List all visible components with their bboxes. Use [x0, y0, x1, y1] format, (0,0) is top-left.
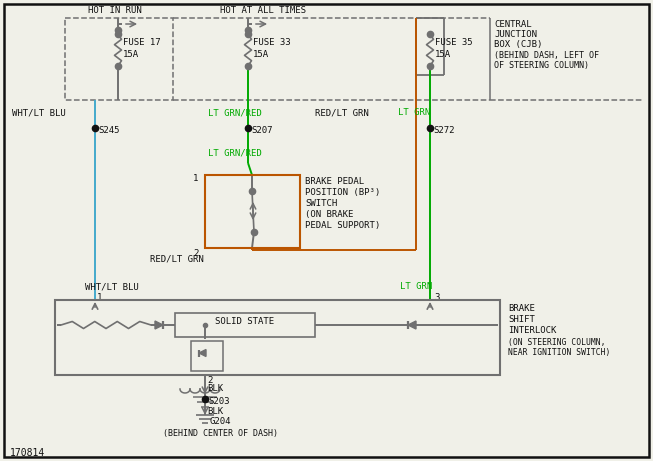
- Text: BLK: BLK: [207, 407, 223, 416]
- Text: SOLID STATE: SOLID STATE: [215, 317, 274, 325]
- Text: 1: 1: [193, 174, 199, 183]
- Text: BRAKE PEDAL: BRAKE PEDAL: [305, 177, 364, 186]
- Text: S272: S272: [433, 126, 454, 135]
- Text: 2: 2: [193, 249, 199, 258]
- Text: BLK: BLK: [207, 384, 223, 393]
- Text: INTERLOCK: INTERLOCK: [508, 326, 556, 335]
- Text: WHT/LT BLU: WHT/LT BLU: [12, 108, 66, 117]
- Text: 2: 2: [207, 376, 212, 385]
- Text: LT GRN: LT GRN: [398, 108, 430, 117]
- Text: 3: 3: [434, 293, 439, 302]
- Text: S207: S207: [251, 126, 272, 135]
- Polygon shape: [408, 321, 416, 329]
- Text: RED/LT GRN: RED/LT GRN: [315, 108, 369, 117]
- Text: (BEHIND DASH, LEFT OF: (BEHIND DASH, LEFT OF: [494, 51, 599, 60]
- Text: FUSE 17: FUSE 17: [123, 38, 161, 47]
- Text: BOX (CJB): BOX (CJB): [494, 40, 543, 49]
- Text: S203: S203: [208, 397, 229, 406]
- Text: (ON BRAKE: (ON BRAKE: [305, 210, 353, 219]
- Text: (ON STEERING COLUMN,: (ON STEERING COLUMN,: [508, 338, 605, 347]
- Text: 15A: 15A: [435, 50, 451, 59]
- Text: 15A: 15A: [123, 50, 139, 59]
- Text: 170814: 170814: [10, 448, 45, 458]
- Text: LT GRN/RED: LT GRN/RED: [208, 108, 262, 117]
- Text: PEDAL SUPPORT): PEDAL SUPPORT): [305, 221, 380, 230]
- Bar: [175, 313, 315, 337]
- Polygon shape: [199, 349, 206, 356]
- Text: FUSE 35: FUSE 35: [435, 38, 473, 47]
- Text: JUNCTION: JUNCTION: [494, 30, 537, 39]
- Bar: [205, 175, 300, 248]
- Text: RED/LT GRN: RED/LT GRN: [150, 254, 204, 263]
- Bar: [191, 341, 223, 371]
- Text: CENTRAL: CENTRAL: [494, 20, 532, 29]
- Text: S245: S245: [98, 126, 119, 135]
- Text: HOT AT ALL TIMES: HOT AT ALL TIMES: [220, 6, 306, 15]
- Text: WHT/LT BLU: WHT/LT BLU: [85, 282, 138, 291]
- Text: LT GRN/RED: LT GRN/RED: [208, 148, 262, 157]
- Text: SWITCH: SWITCH: [305, 199, 337, 208]
- Polygon shape: [155, 321, 163, 329]
- Text: 15A: 15A: [253, 50, 269, 59]
- Bar: [55, 300, 500, 375]
- Text: OF STEERING COLUMN): OF STEERING COLUMN): [494, 61, 589, 70]
- Bar: [65, 18, 173, 100]
- Text: 1: 1: [97, 293, 103, 302]
- Text: HOT IN RUN: HOT IN RUN: [88, 6, 142, 15]
- Text: NEAR IGNITION SWITCH): NEAR IGNITION SWITCH): [508, 348, 611, 357]
- Text: BRAKE: BRAKE: [508, 304, 535, 313]
- Text: G204: G204: [209, 417, 231, 426]
- Text: SHIFT: SHIFT: [508, 315, 535, 324]
- Text: POSITION (BP³): POSITION (BP³): [305, 188, 380, 197]
- Text: FUSE 33: FUSE 33: [253, 38, 291, 47]
- Text: LT GRN: LT GRN: [400, 282, 432, 291]
- Text: (BEHIND CENTER OF DASH): (BEHIND CENTER OF DASH): [163, 429, 278, 438]
